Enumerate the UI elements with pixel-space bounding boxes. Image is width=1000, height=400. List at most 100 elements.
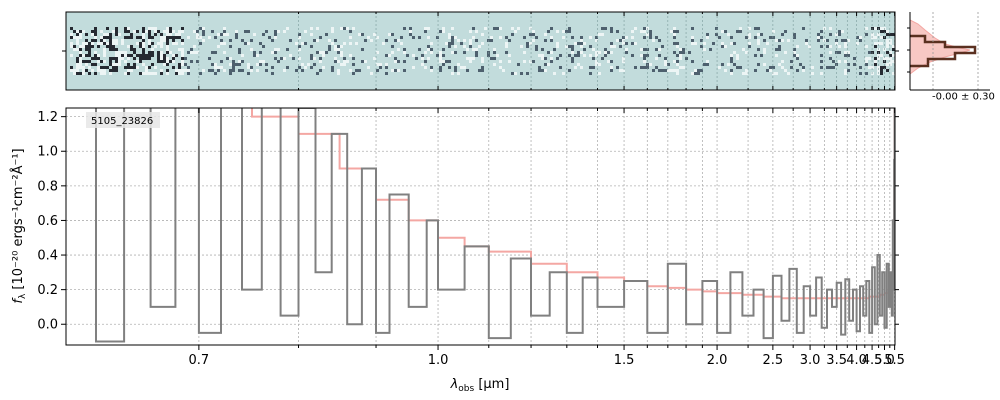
spectrum-2d-pixel — [820, 60, 823, 63]
spectrum-2d-pixel — [364, 60, 367, 63]
spectrum-2d-pixel — [676, 69, 679, 72]
spectrum-2d-pixel — [232, 66, 235, 69]
spectrum-2d-pixel — [673, 42, 676, 45]
spectrum-2d-pixel — [304, 66, 307, 69]
spectrum-2d-pixel — [736, 54, 739, 57]
spectrum-2d-pixel — [517, 63, 520, 66]
spectrum-2d-pixel — [250, 69, 253, 72]
spectrum-2d-pixel — [607, 51, 610, 54]
spectrum-2d-pixel — [148, 36, 151, 39]
spectrum-2d-pixel — [664, 57, 667, 60]
spectrum-2d-pixel — [421, 63, 424, 66]
spectrum-2d-pixel — [79, 45, 82, 48]
spectrum-2d-pixel — [310, 66, 313, 69]
spectrum-2d-pixel — [469, 42, 472, 45]
spectrum-2d-pixel — [721, 45, 724, 48]
spectrum-2d-pixel — [379, 66, 382, 69]
spectrum-2d-pixel — [772, 72, 775, 75]
spectrum-2d-pixel — [646, 33, 649, 36]
spectrum-2d-pixel — [715, 33, 718, 36]
spectrum-2d-pixel — [559, 66, 562, 69]
spectrum-2d-pixel — [343, 27, 346, 30]
spectrum-2d-pixel — [874, 57, 877, 60]
spectrum-2d-pixel — [619, 45, 622, 48]
spectrum-2d-pixel — [700, 45, 703, 48]
spectrum-2d-pixel — [328, 48, 331, 51]
spectrum-2d-pixel — [85, 63, 88, 66]
spectrum-2d-pixel — [223, 69, 226, 72]
spectrum-2d-pixel — [493, 57, 496, 60]
spectrum-2d-pixel — [109, 72, 112, 75]
spectrum-2d-pixel — [541, 69, 544, 72]
spectrum-2d-pixel — [523, 36, 526, 39]
spectrum-2d-pixel — [85, 48, 88, 51]
spectrum-2d-pixel — [190, 60, 193, 63]
spectrum-2d-pixel — [703, 48, 706, 51]
spectrum-2d-pixel — [334, 39, 337, 42]
spectrum-2d-pixel — [283, 30, 286, 33]
spectrum-2d-pixel — [391, 69, 394, 72]
spectrum-2d-pixel — [658, 69, 661, 72]
spectrum-2d-pixel — [763, 48, 766, 51]
spectrum-2d-pixel — [583, 48, 586, 51]
spectrum-2d-pixel — [778, 48, 781, 51]
spectrum-2d-pixel — [94, 39, 97, 42]
spectrum-2d-pixel — [757, 42, 760, 45]
spectrum-2d-pixel — [538, 54, 541, 57]
spectrum-2d-pixel — [880, 27, 883, 30]
x-axis-label: λobs [μm] — [450, 377, 510, 394]
spectrum-2d-pixel — [478, 45, 481, 48]
spectrum-2d-pixel — [583, 54, 586, 57]
spectrum-2d-pixel — [565, 45, 568, 48]
spectrum-2d-pixel — [232, 69, 235, 72]
spectrum-2d-pixel — [337, 48, 340, 51]
spectrum-2d-pixel — [349, 30, 352, 33]
x-tick-label: 0.7 — [189, 353, 210, 368]
spectrum-2d-pixel — [595, 60, 598, 63]
spectrum-2d-pixel — [640, 48, 643, 51]
spectrum-2d-pixel — [514, 30, 517, 33]
spectrum-2d-pixel — [643, 27, 646, 30]
spectrum-2d-pixel — [109, 45, 112, 48]
y-axis-label-main: f — [11, 297, 26, 304]
spectrum-2d-pixel — [202, 30, 205, 33]
spectrum-2d-pixel — [265, 69, 268, 72]
spectrum-2d-pixel — [442, 48, 445, 51]
spectrum-2d-pixel — [706, 60, 709, 63]
spectrum-2d-pixel — [442, 54, 445, 57]
spectrum-2d-pixel — [385, 54, 388, 57]
spectrum-2d-pixel — [142, 57, 145, 60]
spectrum-2d-pixel — [151, 27, 154, 30]
spectrum-2d-pixel — [160, 45, 163, 48]
spectrum-2d-pixel — [661, 69, 664, 72]
spectrum-2d-pixel — [166, 51, 169, 54]
spectrum-2d-pixel — [178, 66, 181, 69]
spectrum-2d-pixel — [820, 72, 823, 75]
spectrum-2d-pixel — [682, 48, 685, 51]
spectrum-2d-pixel — [745, 72, 748, 75]
spectrum-2d-pixel — [754, 27, 757, 30]
spectrum-2d-pixel — [160, 60, 163, 63]
spectrum-2d-pixel — [472, 27, 475, 30]
spectrum-2d-pixel — [76, 72, 79, 75]
spectrum-2d-pixel — [97, 42, 100, 45]
spectrum-2d-pixel — [793, 48, 796, 51]
spectrum-2d-pixel — [646, 66, 649, 69]
spectrum-2d-pixel — [553, 48, 556, 51]
spectrum-2d-pixel — [469, 57, 472, 60]
spectrum-2d-pixel — [511, 72, 514, 75]
spectrum-2d-pixel — [220, 66, 223, 69]
spectrum-2d-pixel — [817, 33, 820, 36]
spectrum-2d-pixel — [856, 36, 859, 39]
spectrum-2d-pixel — [847, 63, 850, 66]
spectrum-2d-pixel — [151, 48, 154, 51]
spectrum-2d-pixel — [739, 30, 742, 33]
spectrum-2d-pixel — [397, 69, 400, 72]
spectrum-2d-pixel — [88, 60, 91, 63]
spectrum-2d-pixel — [538, 66, 541, 69]
spectrum-2d-pixel — [331, 42, 334, 45]
spectrum-2d-pixel — [85, 69, 88, 72]
spectrum-2d-pixel — [427, 27, 430, 30]
spectrum-2d-pixel — [781, 33, 784, 36]
spectrum-2d-pixel — [289, 54, 292, 57]
